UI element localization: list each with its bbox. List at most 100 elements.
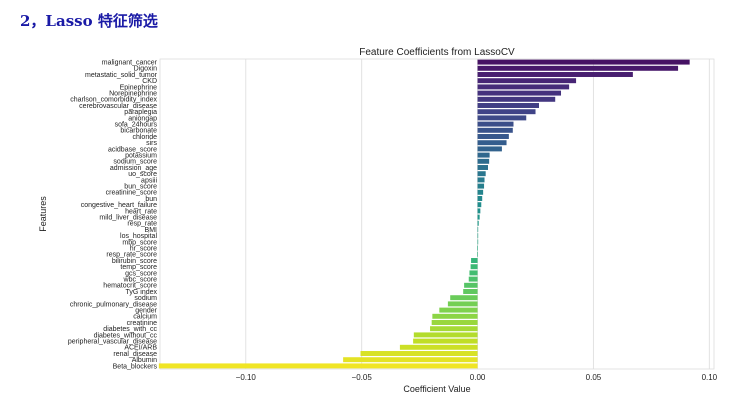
y-tick-label: congestive_heart_failure: [81, 202, 157, 209]
bar: [360, 351, 478, 356]
bar: [447, 301, 478, 307]
bar: [470, 264, 478, 270]
y-tick-label: Epinephrine: [120, 84, 157, 91]
y-tick-labels: malignant_cancerDigoxinmetastatic_solid_…: [68, 60, 158, 371]
bar: [431, 320, 478, 325]
bar: [477, 140, 507, 146]
y-tick-label: sirs: [146, 140, 157, 147]
y-tick-label: metastatic_solid_tumor: [85, 72, 158, 79]
y-tick-label: resp_rate: [127, 221, 157, 228]
y-tick-label: gcs_score: [125, 270, 157, 277]
y-tick-label: paraplegia: [124, 109, 157, 116]
y-tick-label: malignant_cancer: [102, 60, 158, 67]
y-tick-label: sodium_score: [113, 159, 157, 166]
y-tick-label: charlson_comorbidity_index: [70, 97, 157, 104]
page-heading: 2，Lasso 特征筛选: [20, 12, 158, 30]
bar: [477, 233, 479, 239]
y-tick-label: los_hospital: [120, 233, 157, 240]
y-tick-label: creatinine_score: [106, 190, 157, 197]
x-axis-label: Coefficient Value: [403, 384, 470, 394]
y-tick-label: aniongap: [128, 115, 157, 122]
bar: [477, 214, 480, 220]
y-tick-label: creatinine: [127, 320, 157, 327]
bar: [477, 202, 482, 208]
bar: [477, 183, 485, 189]
bar: [477, 165, 488, 170]
y-tick-label: temp_score: [120, 264, 157, 271]
x-tick-label: 0.10: [702, 373, 718, 382]
y-tick-label: wbc_score: [123, 277, 158, 284]
bar: [477, 96, 556, 102]
y-tick-label: Beta_blockers: [113, 363, 158, 370]
y-tick-label: Norepinephrine: [109, 91, 157, 98]
bar: [450, 295, 478, 301]
y-tick-label: mild_liver_disease: [99, 215, 157, 222]
x-tick-labels: −0.10 −0.05 0.00 0.05 0.10: [236, 373, 718, 382]
y-tick-label: chronic_pulmonary_disease: [70, 301, 157, 308]
y-tick-label: peripheral_vascular_disease: [68, 339, 157, 346]
y-tick-label: hr_score: [130, 246, 157, 253]
bar: [477, 65, 679, 71]
y-tick-label: Digoxin: [134, 66, 157, 73]
y-tick-label: diabetes_with_cc: [103, 326, 157, 333]
bar: [477, 208, 481, 214]
bar: [413, 338, 478, 344]
bar: [439, 307, 478, 313]
bar: [477, 220, 479, 226]
y-tick-label: acidbase_score: [108, 146, 157, 153]
bar: [399, 344, 478, 350]
bar: [477, 59, 690, 65]
bar: [469, 270, 478, 276]
y-tick-label: mbp_score: [122, 239, 157, 246]
y-axis-label: Features: [38, 196, 48, 232]
y-tick-label: cerebrovascular_disease: [79, 103, 157, 110]
y-tick-label: admission_age: [110, 165, 157, 172]
plot-frame: [159, 58, 715, 370]
bar: [477, 121, 514, 127]
bar: [477, 251, 478, 257]
y-tick-label: BMI: [145, 227, 158, 234]
bar: [477, 239, 479, 245]
y-tick-label: TyG index: [125, 289, 157, 296]
y-tick-label: diabetes_without_cc: [94, 332, 158, 339]
y-tick-label: calcium: [133, 314, 157, 321]
bar: [463, 289, 478, 294]
y-tick-label: hematocrit_score: [103, 283, 157, 290]
bar: [158, 363, 478, 369]
bar: [477, 158, 490, 164]
bar: [477, 84, 570, 90]
bar: [477, 227, 479, 232]
y-tick-label: CKD: [142, 78, 157, 85]
x-tick-label: −0.05: [352, 373, 373, 382]
bar: [477, 115, 527, 121]
y-tick-label: ACEI/ARB: [124, 345, 157, 352]
y-tick-label: apsiii: [141, 177, 157, 184]
bar: [343, 357, 478, 363]
x-tick-label: 0.00: [470, 373, 486, 382]
y-tick-label: resp_rate_score: [106, 252, 157, 259]
y-tick-label: chloride: [132, 134, 157, 141]
bar: [477, 134, 509, 139]
bar: [477, 109, 536, 115]
bar: [477, 196, 483, 201]
y-tick-label: bilirubin_score: [112, 258, 157, 265]
bar: [477, 152, 490, 158]
y-tick-label: bicarbonate: [120, 128, 157, 135]
bar: [413, 332, 478, 338]
y-tick-label: gender: [135, 308, 157, 315]
y-tick-label: bun_score: [124, 184, 157, 191]
bar-group: [158, 59, 690, 369]
y-tick-label: bun: [145, 196, 157, 203]
chart-title: Feature Coefficients from LassoCV: [359, 47, 515, 58]
bar: [464, 282, 478, 288]
bar: [468, 276, 478, 282]
bar: [477, 189, 484, 195]
bar: [477, 72, 633, 77]
bar: [477, 90, 562, 96]
bar: [477, 127, 513, 133]
y-tick-label: sodium: [134, 295, 157, 302]
bar: [477, 103, 539, 108]
y-tick-label: renal_disease: [113, 351, 157, 358]
bar: [477, 245, 478, 251]
